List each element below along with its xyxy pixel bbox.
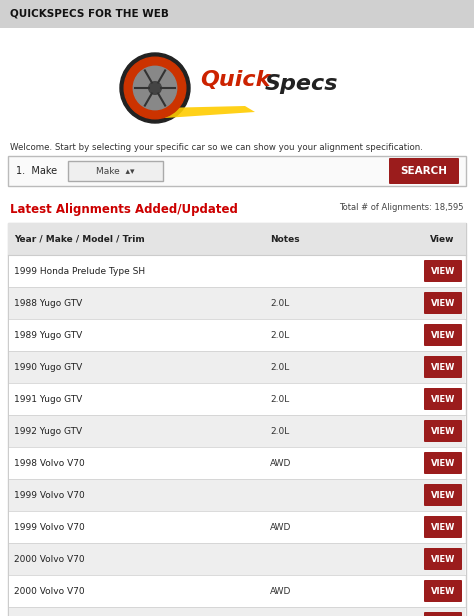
Text: Make  ▴▾: Make ▴▾ bbox=[96, 166, 134, 176]
Text: Specs: Specs bbox=[265, 74, 338, 94]
Circle shape bbox=[120, 53, 190, 123]
Text: VIEW: VIEW bbox=[431, 426, 455, 436]
Text: View: View bbox=[430, 235, 455, 243]
Text: VIEW: VIEW bbox=[431, 458, 455, 468]
Bar bbox=[9, 255, 465, 287]
Text: AWD: AWD bbox=[270, 522, 292, 532]
Text: VIEW: VIEW bbox=[431, 362, 455, 371]
Circle shape bbox=[124, 57, 186, 119]
Text: 1990 Yugo GTV: 1990 Yugo GTV bbox=[14, 362, 82, 371]
Text: 1999 Honda Prelude Type SH: 1999 Honda Prelude Type SH bbox=[14, 267, 145, 275]
Bar bbox=[9, 383, 465, 415]
Text: VIEW: VIEW bbox=[431, 522, 455, 532]
FancyBboxPatch shape bbox=[424, 260, 462, 282]
Bar bbox=[9, 511, 465, 543]
Bar bbox=[9, 479, 465, 511]
Text: Latest Alignments Added/Updated: Latest Alignments Added/Updated bbox=[10, 203, 238, 216]
Bar bbox=[9, 543, 465, 575]
Text: Year / Make / Model / Trim: Year / Make / Model / Trim bbox=[14, 235, 145, 243]
FancyBboxPatch shape bbox=[424, 292, 462, 314]
FancyBboxPatch shape bbox=[424, 388, 462, 410]
Text: Notes: Notes bbox=[270, 235, 300, 243]
Bar bbox=[9, 351, 465, 383]
Text: VIEW: VIEW bbox=[431, 586, 455, 596]
FancyBboxPatch shape bbox=[8, 156, 466, 186]
Text: 1988 Yugo GTV: 1988 Yugo GTV bbox=[14, 299, 82, 307]
FancyBboxPatch shape bbox=[424, 420, 462, 442]
Text: SEARCH: SEARCH bbox=[401, 166, 447, 176]
Bar bbox=[9, 607, 465, 616]
FancyBboxPatch shape bbox=[68, 161, 163, 181]
Text: Total # of Alignments: 18,595: Total # of Alignments: 18,595 bbox=[339, 203, 464, 212]
Text: QUICKSPECS FOR THE WEB: QUICKSPECS FOR THE WEB bbox=[10, 9, 169, 19]
Text: VIEW: VIEW bbox=[431, 331, 455, 339]
FancyBboxPatch shape bbox=[424, 548, 462, 570]
FancyBboxPatch shape bbox=[424, 484, 462, 506]
Bar bbox=[8, 223, 466, 616]
Text: 1989 Yugo GTV: 1989 Yugo GTV bbox=[14, 331, 82, 339]
Text: VIEW: VIEW bbox=[431, 299, 455, 307]
Text: 2.0L: 2.0L bbox=[270, 299, 289, 307]
Text: AWD: AWD bbox=[270, 458, 292, 468]
Circle shape bbox=[133, 67, 177, 110]
FancyBboxPatch shape bbox=[389, 158, 459, 184]
Text: Welcome. Start by selecting your specific car so we can show you your alignment : Welcome. Start by selecting your specifi… bbox=[10, 143, 423, 152]
FancyBboxPatch shape bbox=[424, 612, 462, 616]
Bar bbox=[9, 447, 465, 479]
FancyBboxPatch shape bbox=[424, 356, 462, 378]
Text: 1.  Make: 1. Make bbox=[16, 166, 57, 176]
Text: VIEW: VIEW bbox=[431, 267, 455, 275]
FancyBboxPatch shape bbox=[424, 516, 462, 538]
Polygon shape bbox=[160, 106, 255, 118]
Text: VIEW: VIEW bbox=[431, 394, 455, 403]
Bar bbox=[9, 319, 465, 351]
Text: 2.0L: 2.0L bbox=[270, 362, 289, 371]
Text: 1991 Yugo GTV: 1991 Yugo GTV bbox=[14, 394, 82, 403]
Circle shape bbox=[149, 82, 161, 94]
Text: VIEW: VIEW bbox=[431, 554, 455, 564]
Bar bbox=[8, 223, 466, 255]
Text: AWD: AWD bbox=[270, 586, 292, 596]
Text: 1999 Volvo V70: 1999 Volvo V70 bbox=[14, 490, 85, 500]
Bar bbox=[9, 287, 465, 319]
Text: 2000 Volvo V70: 2000 Volvo V70 bbox=[14, 586, 85, 596]
Text: 2000 Volvo V70: 2000 Volvo V70 bbox=[14, 554, 85, 564]
FancyBboxPatch shape bbox=[424, 452, 462, 474]
Text: Quick: Quick bbox=[200, 70, 270, 90]
Text: VIEW: VIEW bbox=[431, 490, 455, 500]
Bar bbox=[9, 415, 465, 447]
Text: 1998 Volvo V70: 1998 Volvo V70 bbox=[14, 458, 85, 468]
Text: 1992 Yugo GTV: 1992 Yugo GTV bbox=[14, 426, 82, 436]
Bar bbox=[0, 0, 474, 28]
Text: 2.0L: 2.0L bbox=[270, 331, 289, 339]
FancyBboxPatch shape bbox=[424, 580, 462, 602]
Text: 2.0L: 2.0L bbox=[270, 394, 289, 403]
FancyBboxPatch shape bbox=[424, 324, 462, 346]
Bar bbox=[9, 575, 465, 607]
Text: 2.0L: 2.0L bbox=[270, 426, 289, 436]
Text: 1999 Volvo V70: 1999 Volvo V70 bbox=[14, 522, 85, 532]
